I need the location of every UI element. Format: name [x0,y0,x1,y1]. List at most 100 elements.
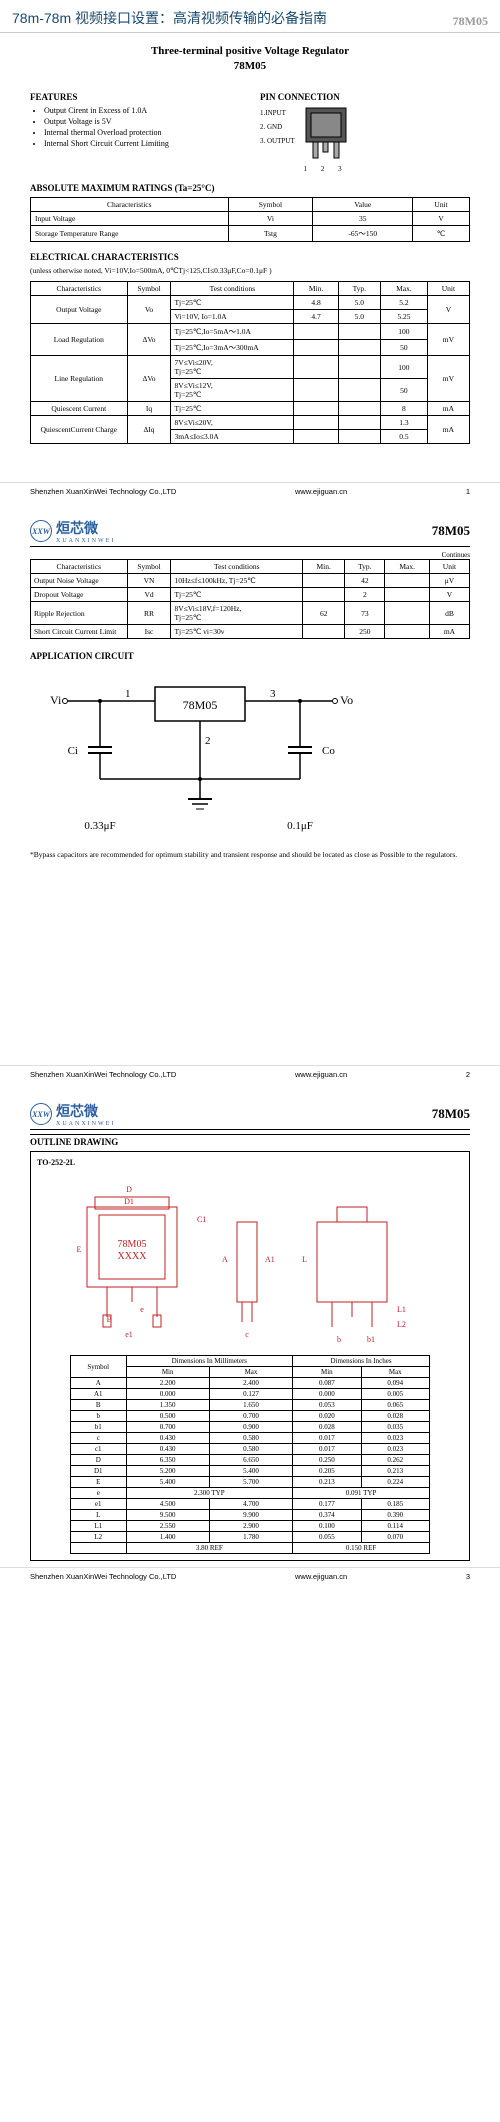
app-note: *Bypass capacitors are recommended for o… [30,849,470,860]
logo-text: 烜芯微 [56,1101,115,1121]
datasheet-page-1: Three-terminal positive Voltage Regulato… [0,33,500,483]
company-url: www.ejiguan.cn [295,487,347,496]
app-circuit-heading: APPLICATION CIRCUIT [30,651,470,661]
logo-icon: XXW [30,1103,52,1125]
svg-text:A: A [222,1255,228,1264]
table-row: D15.2005.4000.2050.213 [71,1466,430,1477]
ec-table-2: Characteristics Symbol Test conditions M… [30,559,470,639]
svg-text:b: b [337,1335,341,1344]
table-row: A10.0000.1270.0000.005 [71,1389,430,1400]
features-list: Output Cirent in Excess of 1.0A Output V… [30,106,240,148]
table-row: L21.4001.7800.0550.070 [71,1532,430,1543]
package-drawing-box: TO-252-2L [30,1151,470,1561]
col-header: Symbol [71,1356,127,1378]
article-title: 78m-78m 视频接口设置：高清视频传输的必备指南 [12,8,488,28]
table-row: Output VoltageVoTj=25℃4.85.05.2V [31,296,470,310]
table-row: Ripple RejectionRR8V≤Vi≤18V,f=120Hz, Tj=… [31,602,470,625]
col-header: Dimensions In Inches [293,1356,430,1367]
pin-labels: 1.INPUT 2. GND 3. OUTPUT [260,106,295,173]
svg-text:D: D [126,1185,132,1194]
part-number: 78M05 [432,1106,470,1122]
feature-item: Output Voltage is 5V [44,117,240,126]
dimensions-table: SymbolDimensions In MillimetersDimension… [70,1355,430,1554]
ci-value: 0.33μF [84,820,115,832]
pin1-label: 1 [125,688,131,700]
doc-title: Three-terminal positive Voltage Regulato… [30,45,470,57]
table-row: c0.4300.5800.0170.023 [71,1433,430,1444]
col-header: Max. [385,560,430,574]
col-header: Symbol [228,198,313,212]
logo-text: 烜芯微 [56,518,115,538]
co-value: 0.1μF [287,820,313,832]
table-row: e14.5004.7000.1770.185 [71,1499,430,1510]
page-footer: Shenzhen XuanXinWei Technology Co.,LTD w… [0,483,500,506]
col-header: Unit [427,282,469,296]
page-number: 1 [466,487,470,496]
svg-text:C1: C1 [197,1215,206,1224]
datasheet-page-2: XXW 烜芯微 XUANXINWEI 78M05 Continues Chara… [0,506,500,1066]
table-row: Load RegulationΔVoTj=25℃,Io=5mA～1.0A100m… [31,324,470,340]
col-header: Test conditions [171,560,303,574]
table-row: 3.80 REF0.150 REF [71,1543,430,1554]
co-label: Co [322,745,335,757]
col-header: Characteristics [31,282,128,296]
svg-text:78M05XXXX: 78M05XXXX [118,1239,148,1262]
feature-item: Internal Short Circuit Current Limiting [44,139,240,148]
col-header: Max. [381,282,428,296]
table-row: Dropout VoltageVdTj=25℃2V [31,588,470,602]
part-number: 78M05 [432,523,470,539]
svg-text:B: B [107,1315,112,1324]
package-type: TO-252-2L [37,1158,463,1167]
amr-table: CharacteristicsSymbolValueUnit Input Vol… [30,197,470,242]
company-name: Shenzhen XuanXinWei Technology Co.,LTD [30,1572,176,1581]
svg-text:L2: L2 [397,1320,406,1329]
ec-table: Characteristics Symbol Test conditions M… [30,281,470,444]
package-icon: 1 2 3 [301,106,351,173]
amr-heading: ABSOLUTE MAXIMUM RATINGS (Ta=25°C) [30,183,470,193]
table-row: Short Circuit Current LimitIscTj=25℃ vi=… [31,625,470,639]
table-row: A2.2002.4000.0870.094 [71,1378,430,1389]
col-header: Characteristics [31,560,128,574]
table-row: B1.3501.6500.0530.065 [71,1400,430,1411]
table-row: Quiescent CurrentIqTj=25℃8mA [31,402,470,416]
table-row: Output Noise VoltageVN10Hz≤f≤100kHz, Tj=… [31,574,470,588]
table-row: Input VoltageVi35V [31,212,470,226]
company-name: Shenzhen XuanXinWei Technology Co.,LTD [30,1070,176,1079]
company-name: Shenzhen XuanXinWei Technology Co.,LTD [30,487,176,496]
logo-header: XXW 烜芯微 XUANXINWEI 78M05 [30,518,470,547]
vi-label: Vi [50,693,62,707]
table-row: Line RegulationΔVo7V≤Vi≤20V, Tj=25℃100mV [31,356,470,379]
page-number: 3 [466,1572,470,1581]
col-header: Min. [303,560,345,574]
col-header: Typ. [345,560,385,574]
features-heading: FEATURES [30,92,240,102]
table-row: c10.4300.5800.0170.023 [71,1444,430,1455]
logo-header: XXW 烜芯微 XUANXINWEI 78M05 [30,1101,470,1130]
svg-text:b1: b1 [367,1335,375,1344]
col-header: Typ. [338,282,380,296]
page-footer: Shenzhen XuanXinWei Technology Co.,LTD w… [0,1066,500,1089]
svg-text:A1: A1 [265,1255,275,1264]
svg-text:L: L [302,1255,307,1264]
col-header: Unit [429,560,469,574]
svg-text:c: c [245,1330,249,1339]
pin-label: 3. OUTPUT [260,134,295,148]
col-header: Symbol [127,282,171,296]
company-url: www.ejiguan.cn [295,1572,347,1581]
svg-text:E: E [77,1245,82,1254]
table-row: Storage Temperature RangeTstg-65～150℃ [31,226,470,242]
col-header: Dimensions In Millimeters [126,1356,293,1367]
logo-subtext: XUANXINWEI [56,538,115,544]
page-header: 78m-78m 视频接口设置：高清视频传输的必备指南 78M05 [0,0,500,33]
pin-label: 2. GND [260,120,295,134]
col-header: Min. [294,282,338,296]
part-number: 78M05 [453,14,488,29]
table-row: E5.4005.7000.2130.224 [71,1477,430,1488]
table-row: QuiescentCurrent ChargeΔIq8V≤Vi≤20V,1.3m… [31,416,470,430]
ec-note: (unless otherwise noted, Vi=10V,Io=500mA… [30,266,470,275]
pin2-label: 2 [205,735,211,747]
pin-numbers: 1 2 3 [301,165,351,173]
doc-subtitle: 78M05 [30,60,470,72]
application-circuit: Vi Vo 1 3 2 78M05 [30,669,470,841]
ec-heading: ELECTRICAL CHARACTERISTICS [30,252,470,262]
